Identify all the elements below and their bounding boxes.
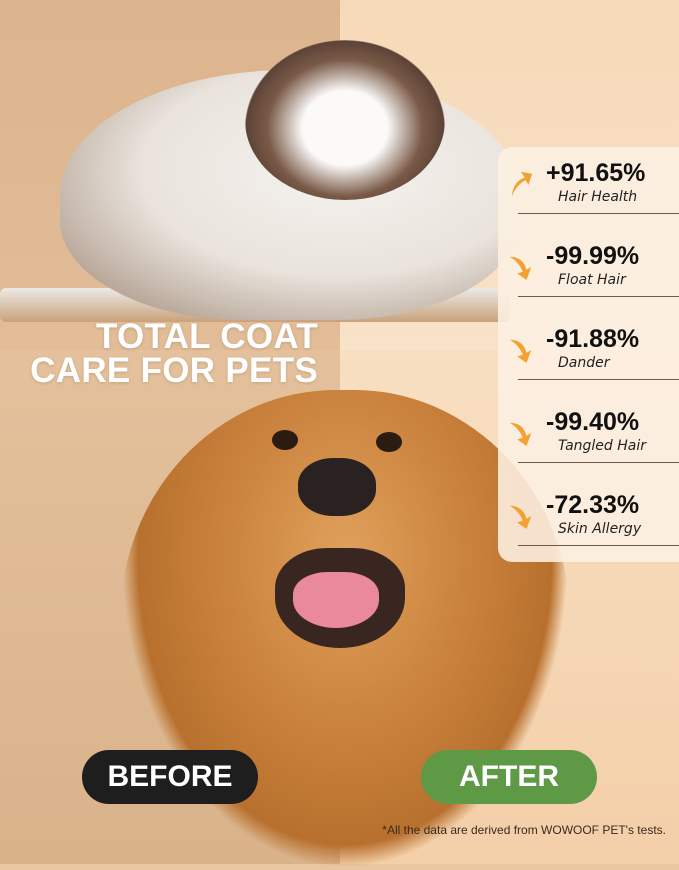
stat-item: -99.40% Tangled Hair — [498, 396, 679, 479]
dog-tongue — [293, 572, 379, 628]
divider — [518, 296, 679, 297]
stat-label: Tangled Hair — [558, 438, 647, 454]
stat-value: +91.65% — [546, 159, 646, 187]
stat-label: Hair Health — [558, 189, 638, 205]
arrow-down-icon — [509, 422, 532, 446]
headline-line1: TOTAL COAT — [95, 317, 318, 356]
arrow-up-icon — [511, 171, 533, 197]
arrow-down-icon — [509, 505, 532, 529]
after-label: AFTER — [421, 750, 597, 804]
dog-nose — [298, 458, 376, 516]
footnote: *All the data are derived from WOWOOF PE… — [382, 823, 666, 837]
stat-item: -99.99% Float Hair — [498, 230, 679, 313]
stat-label: Float Hair — [558, 272, 626, 288]
headline-line2: CARE FOR PETS — [30, 351, 318, 390]
dog-eye — [272, 430, 298, 450]
stat-label: Skin Allergy — [558, 521, 642, 537]
stat-item: +91.65% Hair Health — [498, 147, 679, 230]
divider — [518, 545, 679, 546]
dog-eye — [376, 432, 402, 452]
stat-value: -72.33% — [546, 491, 640, 519]
before-label: BEFORE — [82, 750, 258, 804]
divider — [518, 213, 679, 214]
headline: TOTAL COAT CARE FOR PETS — [30, 317, 318, 390]
stat-item: -72.33% Skin Allergy — [498, 479, 679, 562]
stat-item: -91.88% Dander — [498, 313, 679, 396]
divider — [518, 462, 679, 463]
stat-value: -99.99% — [546, 242, 640, 270]
cat-head-image — [245, 40, 445, 200]
stats-panel: +91.65% Hair Health -99.99% Float Hair -… — [498, 147, 679, 562]
stat-value: -99.40% — [546, 408, 640, 436]
stat-value: -91.88% — [546, 325, 640, 353]
arrow-down-icon — [509, 256, 532, 280]
divider — [518, 379, 679, 380]
arrow-down-icon — [509, 339, 532, 363]
stat-label: Dander — [558, 355, 610, 371]
